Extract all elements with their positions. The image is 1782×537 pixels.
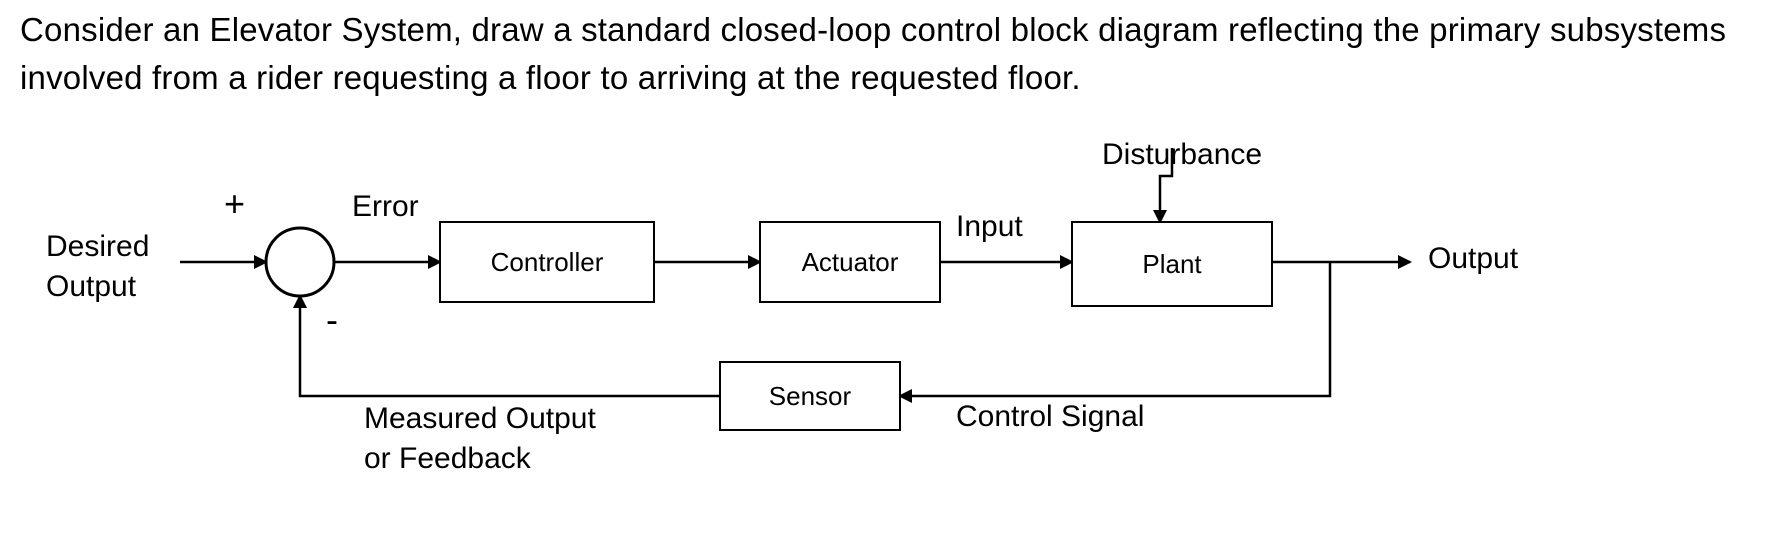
actuator-label: Actuator bbox=[802, 247, 899, 277]
plant-block: Plant bbox=[1072, 222, 1272, 306]
actuator-block: Actuator bbox=[760, 222, 940, 302]
edge-sensor-to-sum bbox=[300, 296, 720, 396]
plus-sign: + bbox=[224, 183, 245, 224]
minus-sign: - bbox=[326, 299, 338, 340]
desired-output-label-1: Desired bbox=[46, 230, 149, 263]
sensor-block: Sensor bbox=[720, 362, 900, 430]
input-label: Input bbox=[956, 210, 1023, 243]
controller-block: Controller bbox=[440, 222, 654, 302]
output-label: Output bbox=[1428, 242, 1519, 275]
measured-output-label-1: Measured Output bbox=[364, 402, 596, 435]
sensor-label: Sensor bbox=[769, 381, 852, 411]
control-signal-label: Control Signal bbox=[956, 400, 1144, 433]
error-label: Error bbox=[352, 190, 419, 223]
desired-output-label-2: Output bbox=[46, 270, 137, 303]
summing-junction bbox=[266, 228, 334, 296]
measured-output-label-2: or Feedback bbox=[364, 442, 532, 475]
plant-label: Plant bbox=[1142, 249, 1202, 279]
block-diagram: Controller Actuator Plant Sensor + - Des… bbox=[0, 0, 1782, 537]
controller-label: Controller bbox=[491, 247, 604, 277]
disturbance-label: Disturbance bbox=[1102, 138, 1262, 171]
